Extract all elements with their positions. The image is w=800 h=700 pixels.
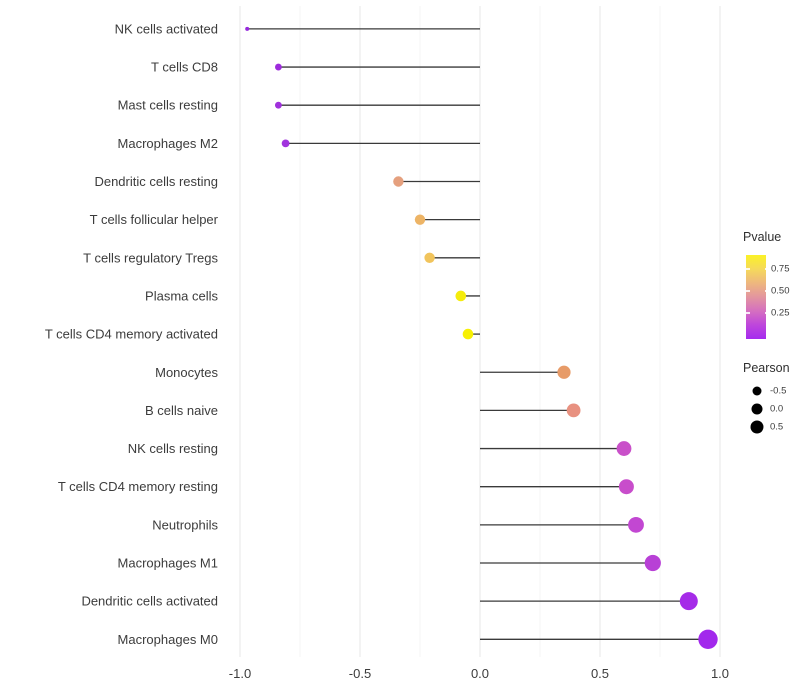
pearson-legend-dot bbox=[751, 403, 763, 415]
x-tick-label: 0.0 bbox=[471, 666, 489, 681]
data-point bbox=[455, 290, 467, 302]
pearson-legend-dot bbox=[750, 420, 764, 434]
category-label: Macrophages M2 bbox=[118, 136, 218, 151]
pvalue-colorbar-wrap: 0.75 0.50 0.25 bbox=[743, 255, 797, 339]
pearson-legend-dot bbox=[752, 386, 762, 396]
x-tick-label: 1.0 bbox=[711, 666, 729, 681]
category-label: NK cells resting bbox=[128, 441, 218, 456]
category-label: Dendritic cells activated bbox=[81, 594, 218, 609]
colorbar-tick-label: 0.50 bbox=[771, 285, 790, 297]
colorbar-tick bbox=[746, 312, 750, 314]
category-label: Neutrophils bbox=[152, 517, 218, 532]
category-label: NK cells activated bbox=[115, 21, 218, 36]
data-point bbox=[618, 479, 634, 495]
data-point bbox=[628, 516, 644, 533]
data-point bbox=[566, 403, 581, 418]
pearson-legend-title: Pearson bbox=[743, 361, 790, 375]
colorbar-tick-label: 0.25 bbox=[771, 307, 790, 319]
category-label: Macrophages M1 bbox=[118, 556, 218, 571]
data-point bbox=[414, 214, 426, 225]
data-point bbox=[679, 592, 698, 611]
pearson-legend-label: -0.5 bbox=[770, 385, 787, 397]
category-label: Mast cells resting bbox=[118, 98, 218, 113]
category-label: Plasma cells bbox=[145, 288, 218, 303]
data-point bbox=[462, 328, 474, 340]
colorbar-tick bbox=[746, 268, 750, 270]
colorbar-tick bbox=[765, 312, 769, 314]
category-label: Macrophages M0 bbox=[118, 632, 218, 647]
data-point bbox=[245, 26, 250, 31]
data-point bbox=[616, 441, 632, 456]
data-point bbox=[275, 63, 282, 71]
category-label: Monocytes bbox=[155, 365, 218, 380]
pearson-size-legend: -0.5 0.0 0.5 bbox=[743, 382, 800, 436]
category-label: T cells CD4 memory resting bbox=[58, 479, 218, 494]
pvalue-colorbar bbox=[746, 255, 766, 339]
colorbar-tick bbox=[765, 268, 769, 270]
data-point bbox=[281, 139, 290, 148]
x-tick-label: -0.5 bbox=[349, 666, 371, 681]
category-label: B cells naive bbox=[145, 403, 218, 418]
category-label: T cells CD8 bbox=[151, 60, 218, 75]
pearson-legend-label: 0.0 bbox=[770, 403, 784, 415]
pearson-legend-entry: -0.5 bbox=[743, 382, 800, 400]
pvalue-legend-title: Pvalue bbox=[743, 230, 782, 244]
pearson-legend-label: 0.5 bbox=[770, 421, 784, 433]
colorbar-tick bbox=[765, 290, 769, 292]
data-point bbox=[424, 252, 435, 263]
data-point bbox=[393, 176, 404, 187]
category-label: Dendritic cells resting bbox=[94, 174, 218, 189]
category-label: T cells CD4 memory activated bbox=[45, 327, 218, 342]
colorbar-tick bbox=[746, 290, 750, 292]
pearson-legend-entry: 0.5 bbox=[743, 418, 800, 436]
data-point bbox=[698, 629, 718, 649]
category-label: T cells follicular helper bbox=[90, 212, 219, 227]
pearson-legend-entry: 0.0 bbox=[743, 400, 800, 418]
data-point bbox=[275, 101, 282, 109]
colorbar-tick-label: 0.75 bbox=[771, 263, 790, 275]
legend-panel: Pvalue 0.75 0.50 0.25 Pearson -0.5 0.0 0.5 bbox=[743, 230, 800, 436]
data-point bbox=[557, 365, 571, 379]
category-label: T cells regulatory Tregs bbox=[83, 250, 218, 265]
data-point bbox=[644, 554, 661, 572]
x-tick-label: 0.5 bbox=[591, 666, 609, 681]
x-tick-label: -1.0 bbox=[229, 666, 251, 681]
